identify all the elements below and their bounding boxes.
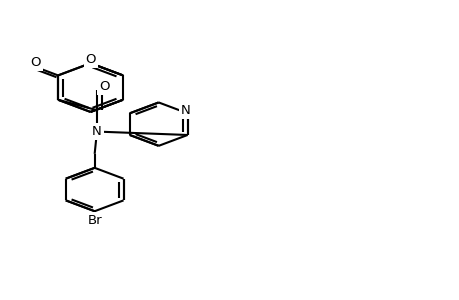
Text: O: O [30,56,41,69]
Text: N: N [92,125,101,138]
Text: O: O [85,53,95,66]
Text: O: O [99,80,109,94]
Text: N: N [180,104,190,117]
Text: Br: Br [87,214,102,226]
